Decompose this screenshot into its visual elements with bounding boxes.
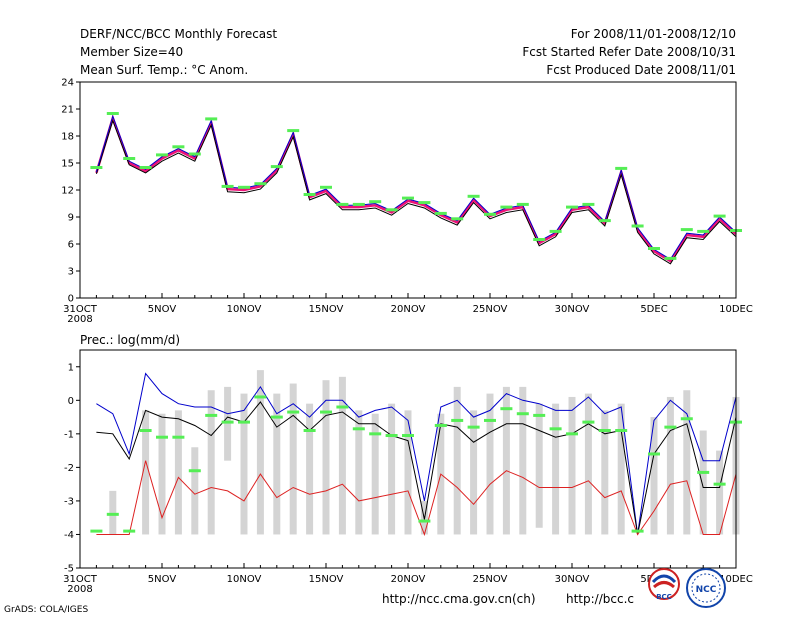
x-tick-label: 5NOV — [148, 574, 177, 585]
precip-bar — [502, 386, 510, 535]
member-size-label: Member Size=40 — [80, 45, 184, 59]
figure-title: DERF/NCC/BCC Monthly Forecast — [80, 27, 278, 41]
precipitation-panel: -5 -4 -3 -2 -1 0 1 31OCT 5NOV 10NOV 15NOV 20NOV 25NO… — [63, 349, 753, 595]
forecast-produced-label: Fcst Produced Date 2008/11/01 — [546, 63, 736, 77]
precip-bar — [191, 447, 199, 535]
precip-bar — [404, 410, 412, 535]
x-tick-label: 25NOV — [473, 304, 508, 315]
precip-bar — [256, 370, 264, 535]
temperature-panel: 0 3 6 9 12 15 18 21 24 31OCT 5NOV 10NOV 15NOV 20NOV 25… — [61, 78, 753, 326]
x-tick-label: 20NOV — [391, 574, 426, 585]
footer-url-bcc[interactable]: http://bcc.c — [566, 592, 634, 606]
y-tick-label: -5 — [64, 564, 74, 575]
grads-credit: GrADS: COLA/IGES — [4, 605, 89, 615]
y-tick-label: 18 — [61, 132, 74, 143]
plot-frame — [79, 81, 737, 299]
precip-bar — [240, 393, 248, 535]
x-year-label: 2008 — [67, 584, 92, 595]
precip-bar — [338, 376, 346, 535]
precip-bar — [535, 403, 543, 528]
precip-bar — [142, 410, 150, 535]
precip-bar — [453, 386, 461, 535]
x-tick-label: 10DEC — [719, 574, 753, 585]
precip-bar — [355, 410, 363, 535]
ncc-logo-text: NCC — [696, 585, 717, 595]
precip-bar — [273, 393, 281, 535]
y-tick-label: -2 — [64, 463, 74, 474]
y-tick-label: 1 — [68, 362, 74, 373]
precip-bar — [568, 396, 576, 535]
precipitation-title: Prec.: log(mm/d) — [80, 333, 180, 347]
bcc-logo-text: BCC — [656, 593, 672, 601]
y-tick-label: -1 — [64, 429, 74, 440]
x-tick-label: 25NOV — [473, 574, 508, 585]
x-tick-label: 20NOV — [391, 304, 426, 315]
x-tick-label: 31OCT — [63, 304, 98, 315]
forecast-started-label: Fcst Started Refer Date 2008/10/31 — [522, 45, 736, 59]
y-tick-label: 3 — [68, 267, 74, 278]
precip-bar — [650, 417, 658, 535]
y-tick-label: -3 — [64, 496, 74, 507]
ensemble-mean-magenta-line — [95, 114, 737, 263]
mean-black-line — [96, 401, 737, 535]
min-red-line — [96, 460, 737, 537]
ncc-logo: NCC — [686, 568, 726, 608]
y-tick-label: 12 — [61, 186, 74, 197]
precip-bar — [683, 390, 691, 535]
precip-bar — [666, 396, 674, 535]
x-tick-label: 15NOV — [309, 574, 344, 585]
precip-bar — [617, 403, 625, 535]
precip-bar — [699, 430, 707, 535]
precip-bar — [601, 410, 609, 535]
precip-bar — [322, 380, 330, 535]
x-tick-label: 10NOV — [227, 304, 262, 315]
precip-bar — [388, 403, 396, 535]
y-tick-label: 15 — [61, 159, 74, 170]
x-tick-label: 5NOV — [148, 304, 177, 315]
precip-bar — [158, 413, 166, 535]
x-tick-label: 15NOV — [309, 304, 344, 315]
member-blue-line — [95, 114, 737, 260]
max-blue-line — [96, 372, 737, 535]
precip-bar — [109, 490, 117, 535]
precip-bar — [519, 386, 527, 535]
x-tick-label: 10DEC — [719, 304, 753, 315]
temperature-variable-label: Mean Surf. Temp.: °C Anom. — [80, 63, 249, 77]
precip-bar — [174, 410, 182, 535]
y-tick-label: 0 — [68, 396, 74, 407]
precip-bar — [289, 383, 297, 535]
x-tick-label: 10NOV — [227, 574, 262, 585]
y-tick-label: 21 — [61, 105, 74, 116]
precip-bar — [371, 413, 379, 535]
precip-bar — [486, 393, 494, 535]
y-tick-label: 9 — [68, 213, 74, 224]
precip-bar — [470, 410, 478, 535]
y-tick-label: -4 — [64, 530, 74, 541]
precip-bar — [224, 386, 232, 461]
y-tick-label: 6 — [68, 240, 74, 251]
bcc-logo: BCC — [648, 568, 680, 601]
member-black-line — [95, 119, 737, 265]
precip-bar — [552, 403, 560, 535]
precip-bar — [584, 393, 592, 535]
forecast-period-label: For 2008/11/01-2008/12/10 — [570, 27, 736, 41]
x-tick-label: 30NOV — [555, 574, 590, 585]
x-tick-label: 5DEC — [640, 304, 667, 315]
precip-bar — [306, 403, 314, 535]
x-year-label: 2008 — [67, 314, 92, 325]
y-tick-label: 0 — [68, 294, 74, 305]
y-tick-label: 24 — [61, 78, 74, 89]
precip-bar — [716, 450, 724, 535]
footer-url-ncc[interactable]: http://ncc.cma.gov.cn(ch) — [382, 592, 536, 606]
x-tick-label: 31OCT — [63, 574, 98, 585]
precip-bar — [207, 390, 215, 535]
x-tick-label: 30NOV — [555, 304, 590, 315]
